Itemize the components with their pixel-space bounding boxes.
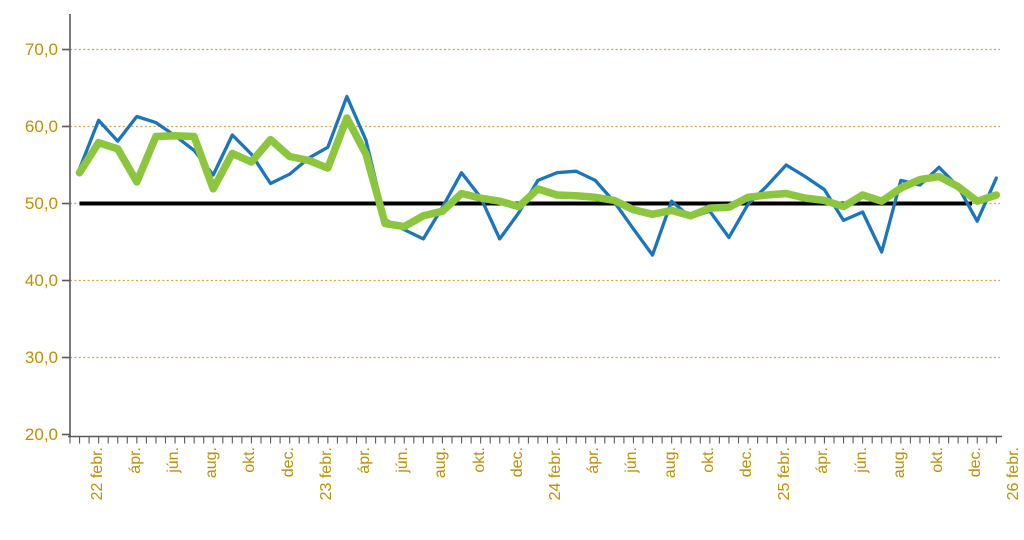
- x-axis-label: 22 febr.: [88, 447, 106, 501]
- y-axis-label: 40,0: [24, 270, 58, 290]
- monthly-index-polyline: [77, 94, 998, 257]
- y-axis-label: 70,0: [24, 39, 58, 59]
- x-axis-label: dec.: [508, 447, 526, 478]
- x-axis-label: 26 febr.: [1005, 447, 1023, 501]
- x-axis-label: ápr.: [585, 447, 603, 474]
- x-axis-label: aug.: [432, 447, 450, 479]
- y-axis-label: 30,0: [24, 347, 58, 367]
- x-axis-label: jún.: [394, 447, 412, 473]
- x-axis-label: aug.: [203, 447, 221, 479]
- x-axis-label: dec.: [737, 447, 755, 478]
- x-axis-label: jún.: [164, 447, 182, 473]
- smoothed-index-polyline: [75, 114, 1001, 231]
- x-axis-label: 23 febr.: [317, 447, 335, 501]
- x-axis-label: okt.: [470, 447, 488, 473]
- x-axis-label: okt.: [699, 447, 717, 473]
- y-axis-label: 60,0: [24, 116, 58, 136]
- x-axis-label: jún.: [852, 447, 870, 473]
- x-axis-label: jún.: [623, 447, 641, 473]
- x-axis-label: 24 febr.: [546, 447, 564, 501]
- x-axis-label: dec.: [279, 447, 297, 478]
- x-axis-label: ápr.: [814, 447, 832, 474]
- axes: [62, 14, 1002, 444]
- data-series: [75, 94, 1001, 257]
- x-axis-label: ápr.: [126, 447, 144, 474]
- x-axis-label: dec.: [967, 447, 985, 478]
- x-axis-label: aug.: [890, 447, 908, 479]
- x-axis-label: okt.: [928, 447, 946, 473]
- y-axis-label: 50,0: [24, 193, 58, 213]
- x-axis-label: ápr.: [355, 447, 373, 474]
- x-axis-label: okt.: [241, 447, 259, 473]
- x-axis-label: 25 febr.: [776, 447, 794, 501]
- y-axis-label: 20,0: [24, 424, 58, 444]
- x-axis-label: aug.: [661, 447, 679, 479]
